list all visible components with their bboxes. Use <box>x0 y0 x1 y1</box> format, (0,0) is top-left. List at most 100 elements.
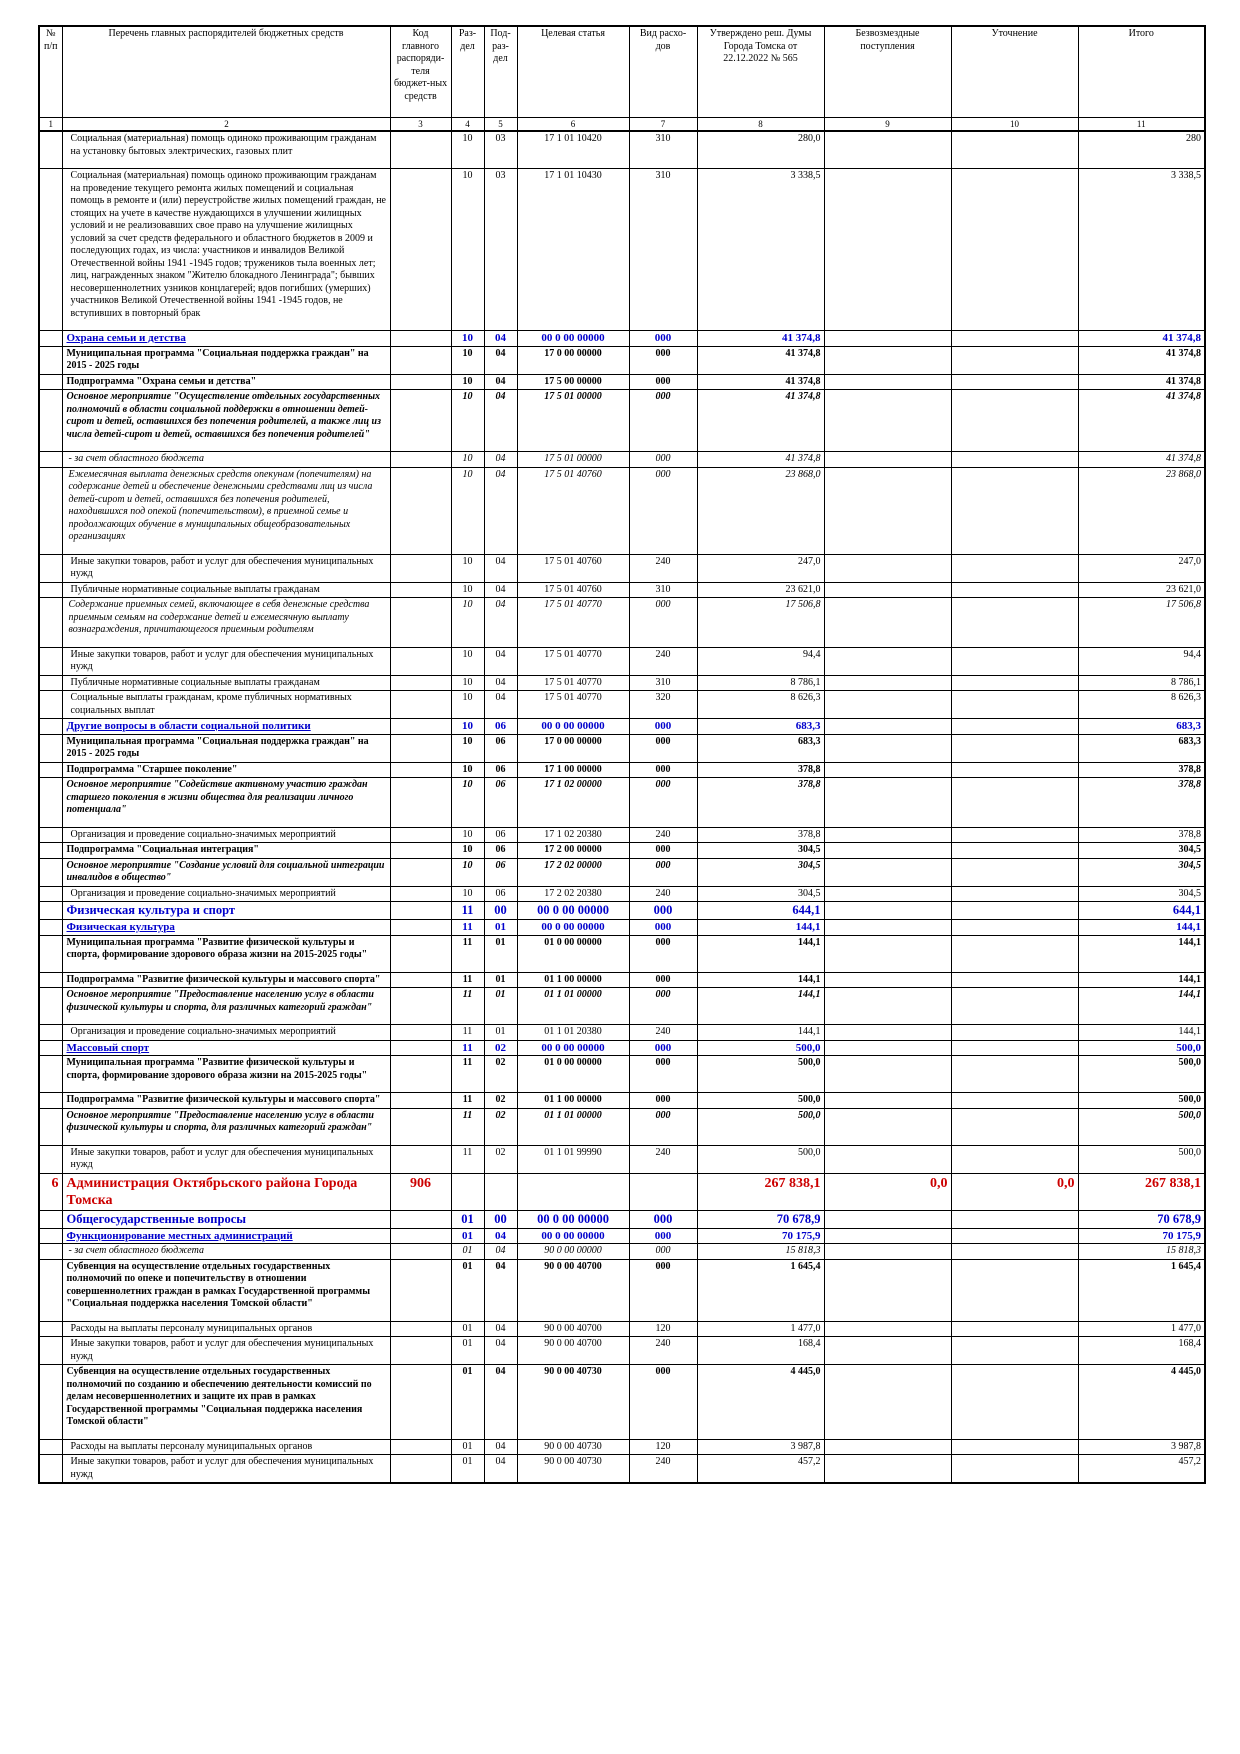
table-cell <box>823 466 952 555</box>
table-row: Расходы на выплаты персоналу муниципальн… <box>38 1320 1206 1337</box>
table-cell: 10 <box>450 718 485 735</box>
table-cell: 04 <box>483 581 518 598</box>
table-cell: 10 <box>450 553 485 583</box>
table-cell: 378,8 <box>696 826 825 843</box>
table-cell: 240 <box>628 1336 698 1365</box>
table-cell <box>950 1092 1079 1109</box>
table-row: Основное мероприятие "Осуществление отде… <box>38 389 1206 452</box>
table-cell: 144,1 <box>696 934 825 973</box>
table-cell <box>389 466 452 555</box>
table-cell <box>38 553 63 583</box>
table-cell <box>38 597 63 648</box>
table-cell: 04 <box>483 690 518 719</box>
table-cell: 304,5 <box>1077 885 1206 902</box>
table-cell: Публичные нормативные социальные выплаты… <box>61 674 391 691</box>
table-cell <box>38 674 63 691</box>
table-cell: 144,1 <box>1077 987 1206 1025</box>
table-cell: 17 2 02 20380 <box>516 885 630 902</box>
table-cell: 01 <box>483 919 518 936</box>
table-cell: 11 <box>450 1107 485 1146</box>
table-cell: Расходы на выплаты персоналу муниципальн… <box>61 1320 391 1337</box>
table-cell <box>38 885 63 902</box>
table-cell <box>823 919 952 936</box>
header-cell: Целевая статья <box>516 25 630 118</box>
table-cell: 500,0 <box>696 1039 825 1056</box>
table-cell <box>950 690 1079 719</box>
table-cell: 240 <box>628 1454 698 1484</box>
table-cell <box>38 987 63 1025</box>
table-cell <box>389 857 452 887</box>
table-row: Основное мероприятие "Содействие активно… <box>38 777 1206 828</box>
table-cell: 01 <box>483 934 518 973</box>
table-row: Содержание приемных семей, включающее в … <box>38 597 1206 648</box>
table-cell: 03 <box>483 130 518 169</box>
table-cell: 000 <box>628 919 698 936</box>
table-row: Физическая культура и спорт 11 00 00 0 00 0… <box>38 901 1206 920</box>
table-row: Физическая культура 11 01 00 0 00 00000 000 1… <box>38 919 1206 936</box>
table-cell <box>389 885 452 902</box>
table-cell: 000 <box>628 451 698 468</box>
table-cell: 11 <box>450 1144 485 1174</box>
table-cell <box>38 901 63 920</box>
table-cell: 310 <box>628 581 698 598</box>
table-cell: 8 786,1 <box>696 674 825 691</box>
table-cell: 000 <box>628 842 698 859</box>
table-cell: 0,0 <box>950 1172 1079 1211</box>
table-cell <box>950 733 1079 763</box>
table-cell: 90 0 00 40700 <box>516 1336 630 1365</box>
table-cell: Подпрограмма "Развитие физической культу… <box>61 1092 391 1109</box>
table-cell: 04 <box>483 1243 518 1260</box>
table-cell: 01 <box>483 1024 518 1041</box>
table-cell: 683,3 <box>696 718 825 735</box>
table-cell <box>389 389 452 452</box>
column-number: 1 <box>38 117 63 132</box>
table-cell: Массовый спорт <box>61 1039 391 1056</box>
table-cell: 11 <box>450 919 485 936</box>
table-cell: 70 678,9 <box>696 1209 825 1229</box>
table-cell: 01 <box>450 1320 485 1337</box>
table-cell <box>38 1055 63 1093</box>
table-cell: 00 <box>483 1209 518 1229</box>
table-cell: Подпрограмма "Охрана семьи и детства" <box>61 373 391 390</box>
column-number: 3 <box>389 117 452 132</box>
table-cell: 500,0 <box>696 1055 825 1093</box>
table-cell <box>950 330 1079 347</box>
table-cell: 17 5 01 40770 <box>516 690 630 719</box>
table-cell <box>950 466 1079 555</box>
table-cell: 240 <box>628 885 698 902</box>
table-cell: 1 645,4 <box>696 1258 825 1322</box>
table-cell: 304,5 <box>1077 857 1206 887</box>
table-cell <box>823 1092 952 1109</box>
table-cell <box>38 971 63 988</box>
table-cell: 17 5 01 00000 <box>516 389 630 452</box>
table-cell: 00 0 00 00000 <box>516 901 630 920</box>
table-cell: 04 <box>483 553 518 583</box>
table-cell <box>823 826 952 843</box>
table-cell: 17 5 01 40760 <box>516 466 630 555</box>
table-cell <box>389 1039 452 1056</box>
table-cell: 17 5 01 40770 <box>516 597 630 648</box>
table-row: Подпрограмма "Охрана семьи и детства" 10 0… <box>38 373 1206 390</box>
table-cell: 378,8 <box>696 777 825 828</box>
table-cell: Социальная (материальная) помощь одиноко… <box>61 168 391 331</box>
table-cell <box>38 919 63 936</box>
table-row: Организация и проведение социально-значи… <box>38 1024 1206 1041</box>
table-cell: 000 <box>628 987 698 1025</box>
table-cell: 10 <box>450 168 485 331</box>
table-cell: 01 <box>450 1209 485 1229</box>
table-cell: 168,4 <box>696 1336 825 1365</box>
table-cell <box>823 857 952 887</box>
table-cell: 000 <box>628 466 698 555</box>
table-cell: 280,0 <box>696 130 825 169</box>
table-cell: 10 <box>450 597 485 648</box>
table-cell <box>38 1320 63 1337</box>
table-cell <box>389 901 452 920</box>
table-cell <box>950 553 1079 583</box>
table-cell: 02 <box>483 1039 518 1056</box>
table-cell <box>823 1364 952 1440</box>
table-cell: 41 374,8 <box>1077 389 1206 452</box>
table-cell <box>389 718 452 735</box>
table-cell <box>389 373 452 390</box>
table-cell: 17 1 02 00000 <box>516 777 630 828</box>
table-cell: 267 838,1 <box>1077 1172 1206 1211</box>
